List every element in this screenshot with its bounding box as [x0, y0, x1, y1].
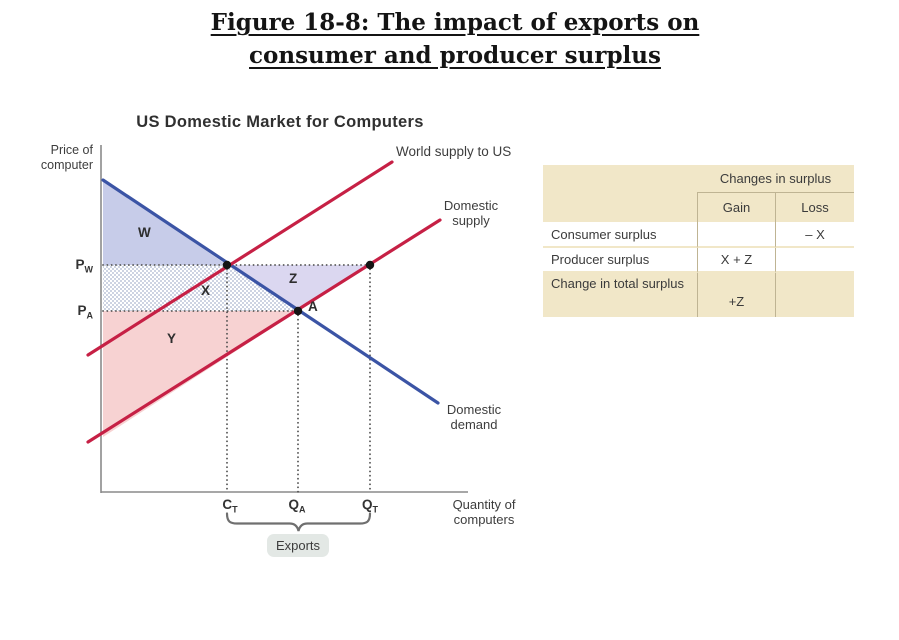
quantity-mark-qt-sub: T — [372, 504, 379, 515]
quantity-mark-ct-sub: T — [232, 504, 238, 515]
x-axis-label: Quantity of computers — [452, 497, 516, 527]
region-label-x: X — [201, 283, 211, 298]
table-col-gain: Gain — [697, 193, 775, 222]
table-row-producer-gain: X + Z — [697, 248, 775, 273]
table-row-total-loss — [775, 273, 854, 317]
point-marker — [293, 306, 303, 316]
table-corner-cell — [543, 165, 697, 193]
price-mark-pa-sub: A — [86, 310, 94, 321]
point-marker — [365, 260, 375, 270]
chart-title: US Domestic Market for Computers — [136, 113, 424, 131]
domestic-demand-line — [101, 178, 440, 405]
table-col-loss: Loss — [775, 193, 854, 222]
world-supply-to-us-line — [86, 160, 394, 357]
table-subheader-spacer — [543, 193, 697, 222]
region-label-w: W — [138, 225, 151, 240]
table-header: Changes in surplus — [697, 165, 854, 193]
region-label-z: Z — [289, 271, 298, 286]
price-mark-pw-sub: W — [84, 264, 94, 275]
surplus-table: Changes in surplus Gain Loss Consumer su… — [543, 165, 854, 317]
quantity-mark-ct-base: C — [222, 497, 233, 512]
table-row-consumer-label: Consumer surplus — [543, 222, 697, 248]
table-row-consumer-loss: – X — [775, 222, 854, 248]
point-a-label: A — [308, 299, 318, 314]
page-title-line2: consumer and producer surplus — [249, 42, 661, 69]
quantity-mark-qa-base: Q — [288, 497, 299, 512]
page-title: Figure 18-8: The impact of exports on co… — [55, 6, 855, 72]
price-mark-pw-base: P — [75, 257, 85, 272]
table-row-producer-label: Producer surplus — [543, 248, 697, 273]
quantity-mark-qt: QT — [354, 497, 386, 515]
region-y-fill — [103, 311, 298, 437]
exports-badge-label: Exports — [275, 538, 321, 553]
table-row-consumer-gain — [697, 222, 775, 248]
page-title-line1: Figure 18-8: The impact of exports on — [210, 9, 700, 36]
exports-brace — [225, 512, 372, 532]
domestic-supply-line — [86, 218, 442, 444]
region-x-fill — [103, 265, 298, 311]
point-marker — [222, 260, 232, 270]
region-label-y: Y — [167, 331, 177, 346]
world-supply-label: World supply to US — [396, 144, 512, 159]
table-row-total-gain: +Z — [697, 273, 775, 317]
price-mark-pw: PW — [40, 257, 93, 275]
region-z-fill — [227, 265, 370, 311]
table-row-total-label: Change in total surplus — [551, 276, 684, 291]
domestic-demand-label: Domestic demand — [446, 402, 502, 432]
domestic-supply-label: Domestic supply — [443, 198, 499, 228]
quantity-mark-qa-sub: A — [299, 504, 306, 515]
exports-badge: Exports — [267, 534, 329, 557]
quantity-mark-qt-base: Q — [361, 497, 373, 512]
price-mark-pa-base: P — [77, 303, 87, 318]
y-axis-label: Price of computer — [40, 143, 93, 172]
table-row-producer-loss — [775, 248, 854, 273]
quantity-mark-ct: CT — [214, 497, 246, 515]
quantity-mark-qa: QA — [281, 497, 313, 515]
price-mark-pa: PA — [40, 303, 93, 321]
